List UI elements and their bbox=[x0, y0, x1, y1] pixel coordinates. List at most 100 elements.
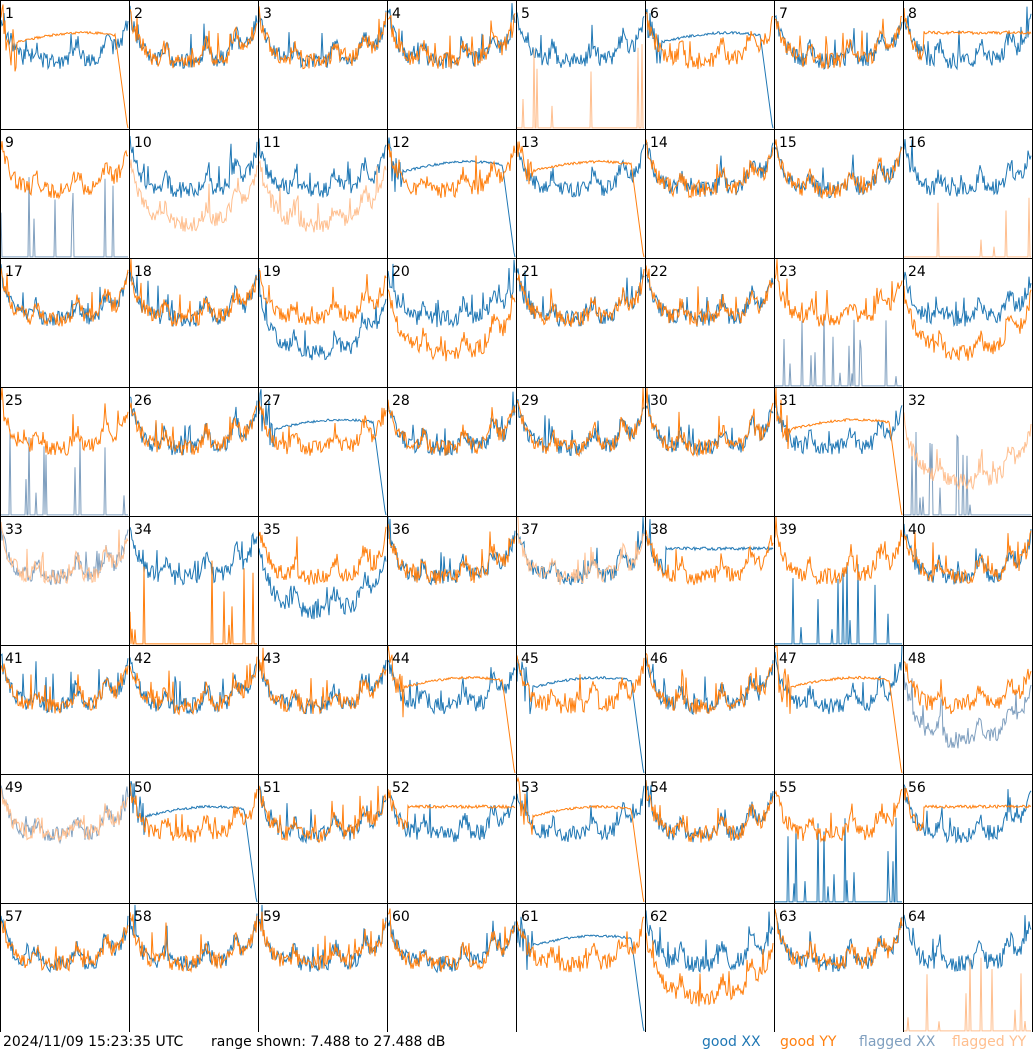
panel-15-yy-line bbox=[774, 139, 903, 200]
antenna-panel-61: 61 bbox=[516, 909, 645, 1032]
panel-22-yy-line bbox=[645, 265, 774, 327]
antenna-panel-23: 23 bbox=[774, 259, 903, 387]
panel-46-label: 46 bbox=[650, 651, 668, 667]
panel-10-xx-line bbox=[129, 136, 258, 198]
panel-62-yy-line bbox=[645, 932, 774, 1007]
panel-7-label: 7 bbox=[779, 6, 788, 22]
panel-53-label: 53 bbox=[521, 780, 539, 796]
panel-44-yy-line bbox=[387, 645, 516, 774]
panel-31-yy-line bbox=[774, 387, 903, 516]
antenna-panel-17: 17 bbox=[0, 264, 129, 327]
antenna-panel-14: 14 bbox=[645, 135, 774, 199]
panel-55-label: 55 bbox=[779, 780, 797, 796]
antenna-panel-53: 53 bbox=[516, 776, 645, 903]
panel-39-label: 39 bbox=[779, 522, 797, 538]
panel-5-label: 5 bbox=[521, 6, 530, 22]
panel-63-xx-line bbox=[774, 912, 903, 972]
panel-10-yy-line bbox=[129, 159, 258, 232]
panel-57-label: 57 bbox=[5, 909, 23, 925]
panel-30-label: 30 bbox=[650, 393, 668, 409]
panel-60-yy-line bbox=[387, 908, 516, 973]
antenna-panel-29: 29 bbox=[516, 387, 645, 458]
panel-62-label: 62 bbox=[650, 909, 668, 925]
antenna-panel-50: 50 bbox=[129, 780, 258, 903]
antenna-panel-49: 49 bbox=[0, 780, 129, 845]
panel-21-label: 21 bbox=[521, 264, 539, 280]
antenna-panel-56: 56 bbox=[903, 780, 1032, 844]
antenna-panel-36: 36 bbox=[387, 516, 516, 586]
panel-10-label: 10 bbox=[134, 135, 152, 151]
panel-6-yy-line bbox=[645, 11, 774, 70]
antenna-panel-22: 22 bbox=[645, 264, 774, 327]
antenna-panel-12: 12 bbox=[387, 135, 516, 258]
panel-4-label: 4 bbox=[392, 6, 401, 22]
panel-48-yy-line bbox=[903, 661, 1032, 715]
antenna-panel-55: 55 bbox=[774, 780, 903, 903]
panel-28-xx-line bbox=[387, 391, 516, 456]
antenna-panel-27: 27 bbox=[258, 389, 387, 516]
panel-23-label: 23 bbox=[779, 264, 797, 280]
panel-11-xx-line bbox=[258, 138, 387, 198]
antenna-panel-51: 51 bbox=[258, 780, 387, 845]
antenna-panel-54: 54 bbox=[645, 780, 774, 843]
panel-25-xx-line bbox=[1, 429, 128, 516]
antenna-panel-60: 60 bbox=[387, 908, 516, 974]
panel-35-label: 35 bbox=[263, 522, 281, 538]
antenna-panel-24: 24 bbox=[903, 264, 1032, 361]
panel-38-label: 38 bbox=[650, 522, 668, 538]
panel-30-yy-line bbox=[645, 387, 774, 458]
antenna-panel-57: 57 bbox=[0, 909, 129, 973]
panel-34-xx-line bbox=[129, 526, 258, 586]
panel-46-yy-line bbox=[645, 652, 774, 715]
antenna-panel-9: 9 bbox=[0, 135, 129, 258]
panel-43-label: 43 bbox=[263, 651, 281, 667]
panel-64-yy-line bbox=[904, 957, 1031, 1032]
antenna-panel-30: 30 bbox=[645, 387, 774, 458]
panel-45-yy-line bbox=[516, 655, 645, 714]
panel-27-label: 27 bbox=[263, 393, 281, 409]
footer-bar: 2024/11/09 15:23:35 UTC range shown: 7.4… bbox=[0, 1032, 1033, 1053]
antenna-panel-3: 3 bbox=[258, 6, 387, 70]
panel-16-label: 16 bbox=[908, 135, 926, 151]
panel-1-yy-line bbox=[0, 4, 129, 129]
antenna-panel-38: 38 bbox=[645, 519, 774, 586]
panel-5-yy-line bbox=[517, 44, 644, 129]
panel-34-yy-line bbox=[129, 560, 257, 645]
antenna-panel-15: 15 bbox=[774, 135, 903, 200]
panel-9-xx-line bbox=[0, 177, 128, 258]
antenna-panel-4: 4 bbox=[387, 3, 516, 70]
antenna-panel-32: 32 bbox=[903, 393, 1032, 516]
antenna-panel-35: 35 bbox=[258, 522, 387, 620]
antenna-panel-62: 62 bbox=[645, 909, 774, 1007]
antenna-panel-25: 25 bbox=[0, 387, 129, 516]
panel-42-yy-line bbox=[129, 656, 258, 716]
antenna-panel-33: 33 bbox=[0, 521, 129, 586]
panel-23-yy-line bbox=[774, 259, 903, 327]
panel-48-label: 48 bbox=[908, 651, 926, 667]
antenna-panel-43: 43 bbox=[258, 647, 387, 715]
panel-44-xx-line bbox=[387, 658, 516, 715]
panel-20-yy-line bbox=[387, 289, 516, 362]
panel-17-label: 17 bbox=[5, 264, 23, 280]
panel-31-label: 31 bbox=[779, 393, 797, 409]
panel-52-label: 52 bbox=[392, 780, 410, 796]
antenna-panel-6: 6 bbox=[645, 6, 774, 129]
panel-61-label: 61 bbox=[521, 909, 539, 925]
antenna-panel-63: 63 bbox=[774, 908, 903, 973]
panel-21-yy-line bbox=[516, 268, 645, 328]
panel-7-yy-line bbox=[774, 15, 903, 70]
panel-45-label: 45 bbox=[521, 651, 539, 667]
panel-33-label: 33 bbox=[5, 522, 23, 538]
antenna-panel-10: 10 bbox=[129, 135, 258, 232]
panel-51-yy-line bbox=[258, 785, 387, 844]
panel-17-yy-line bbox=[0, 268, 129, 327]
panel-33-yy-line bbox=[0, 521, 129, 584]
panel-2-label: 2 bbox=[134, 6, 143, 22]
panel-54-label: 54 bbox=[650, 780, 668, 796]
panel-13-yy-line bbox=[516, 141, 645, 258]
panel-8-label: 8 bbox=[908, 6, 917, 22]
antenna-panel-40: 40 bbox=[903, 522, 1032, 585]
antenna-panel-21: 21 bbox=[516, 264, 645, 328]
panel-25-yy-line bbox=[0, 387, 129, 456]
legend-good-xx: good XX bbox=[702, 1034, 761, 1050]
